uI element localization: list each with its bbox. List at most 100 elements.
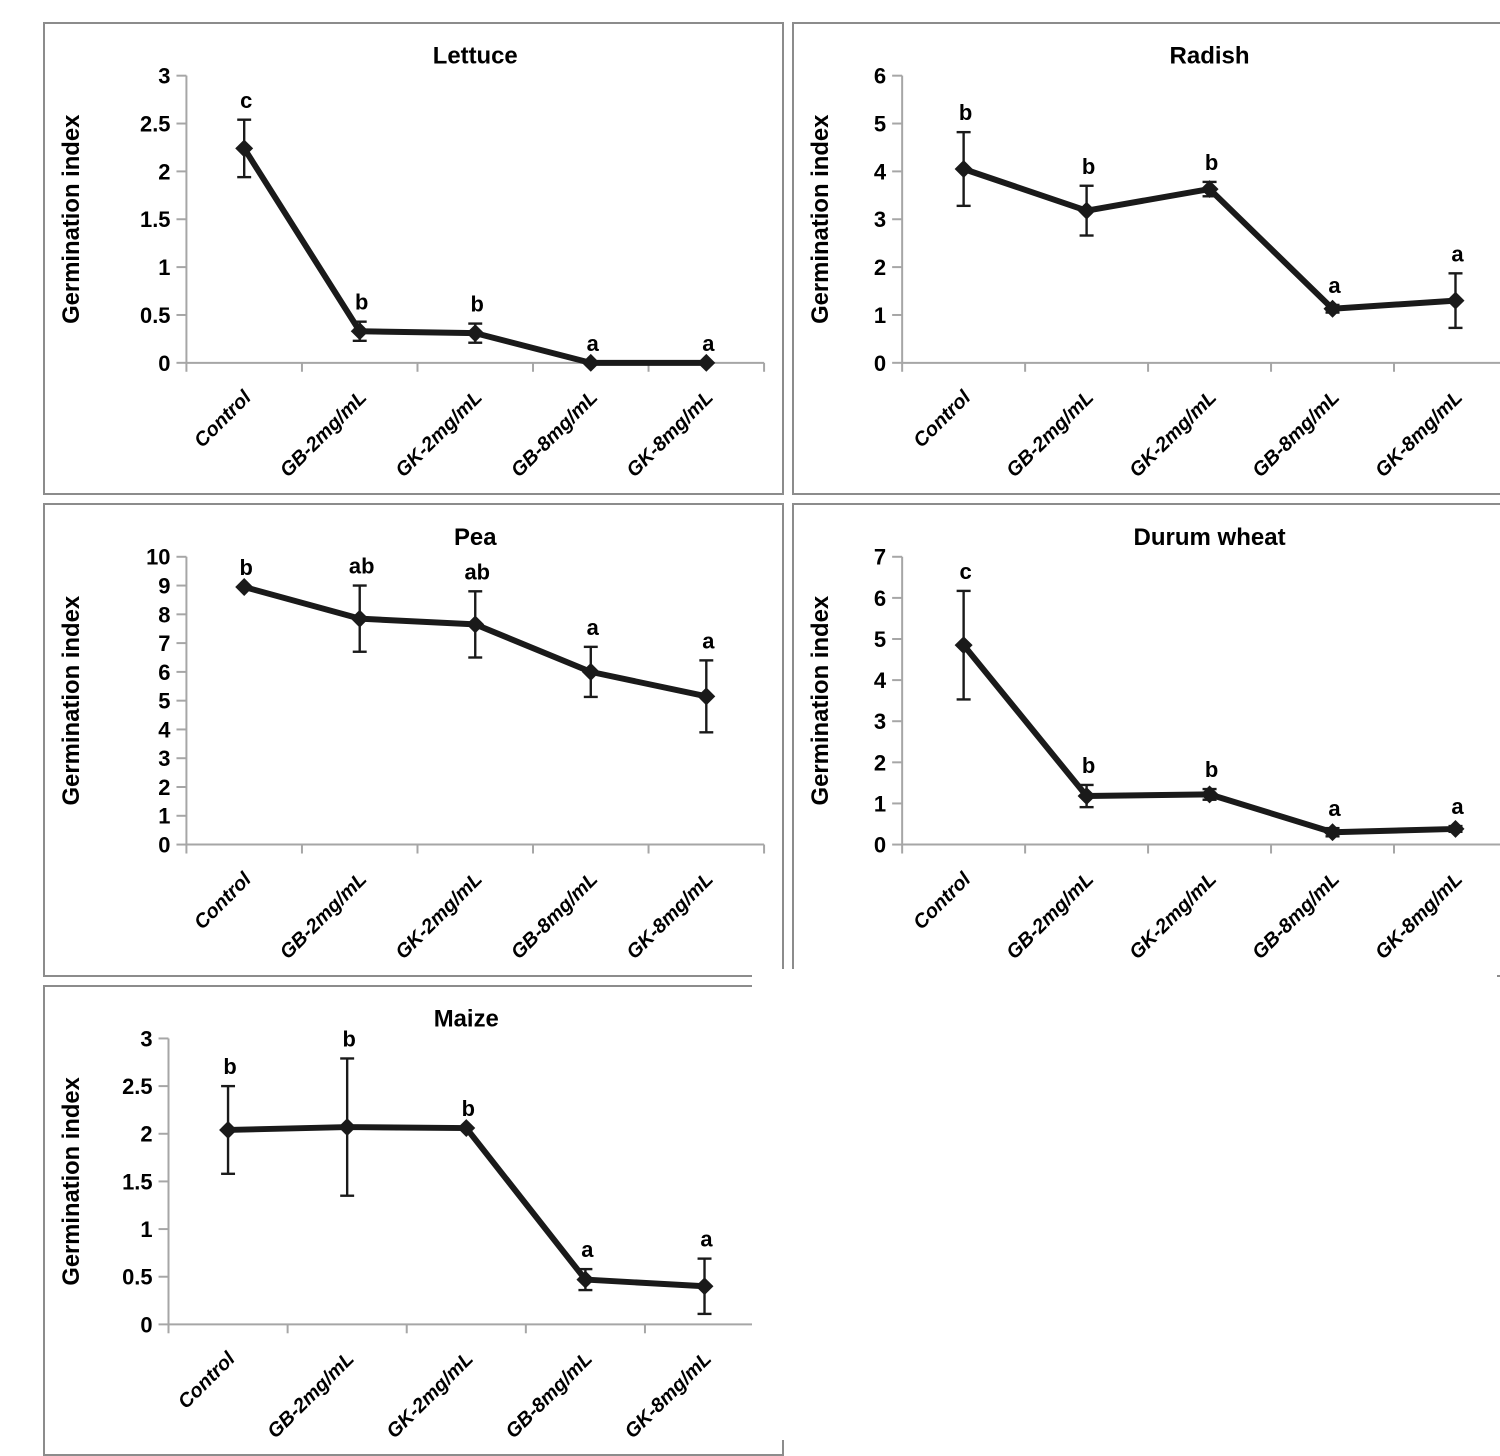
chart-panel-maize: Maize Germination index 0 0.5 1 1.5 2 2.5 3 Contr…: [43, 985, 784, 1456]
y-tick-label: 4: [158, 717, 171, 742]
y-tick-label: 2: [874, 255, 886, 280]
y-tick-label: 3: [874, 709, 886, 734]
y-tick-label: 1.5: [140, 207, 170, 232]
y-axis-label: Germination index: [58, 595, 85, 805]
x-category-label: GK-8mg/mL: [1371, 387, 1467, 482]
significance-letter: a: [1328, 273, 1341, 298]
y-tick-label: 3: [158, 746, 170, 771]
y-tick-label: 1: [158, 255, 170, 280]
y-tick-label: 3: [874, 207, 886, 232]
chart-svg: Lettuce Germination index 0 0.5 1 1.5 2 2.5 3 Con…: [58, 43, 766, 482]
chart-title: Durum wheat: [1133, 524, 1285, 551]
chart-panel-pea: Pea Germination index 0 1 2 3 4 5 6 7 8 9 10 Control G…: [43, 503, 784, 977]
y-tick-label: 9: [158, 574, 170, 599]
data-point-marker: [350, 322, 369, 341]
x-category-label: GK-8mg/mL: [621, 1348, 716, 1443]
data-point-marker: [954, 160, 973, 178]
y-tick-label: 4: [874, 668, 887, 693]
y-axis-label: Germination index: [58, 114, 85, 324]
data-point-marker: [1446, 291, 1465, 310]
y-tick-label: 2.5: [140, 112, 170, 137]
x-category-label: Control: [190, 868, 256, 934]
x-category-label: GK-8mg/mL: [622, 387, 717, 482]
x-category-label: GK-2mg/mL: [1125, 868, 1221, 963]
data-point-marker: [338, 1118, 357, 1136]
data-point-marker: [350, 609, 369, 628]
chart-title: Radish: [1170, 43, 1250, 70]
x-category-label: GK-8mg/mL: [1371, 868, 1467, 963]
chart-panel-durum-wheat: Durum wheat Germination index 0 1 2 3 4 5 6 7 Cont…: [792, 503, 1500, 977]
y-tick-label: 1: [874, 791, 886, 816]
chart-panel-radish: Radish Germination index 0 1 2 3 4 5 6 Control GB-…: [792, 22, 1500, 495]
y-tick-label: 0: [140, 1312, 152, 1337]
data-point-marker: [1200, 180, 1219, 199]
data-point-marker: [219, 1121, 238, 1139]
y-tick-label: 10: [146, 545, 170, 570]
significance-letter: b: [959, 100, 972, 125]
chart-svg: Durum wheat Germination index 0 1 2 3 4 5 6 7 Cont…: [807, 524, 1500, 964]
significance-letter: a: [700, 1227, 713, 1252]
x-category-label: GK-2mg/mL: [382, 1348, 477, 1443]
significance-letter: b: [1205, 757, 1218, 782]
y-tick-label: 7: [158, 631, 170, 656]
y-tick-label: 6: [874, 64, 886, 89]
y-tick-label: 6: [874, 586, 886, 611]
significance-letter: a: [587, 331, 600, 356]
y-tick-label: 1.5: [122, 1169, 152, 1194]
y-tick-label: 8: [158, 602, 170, 627]
chart-svg: Pea Germination index 0 1 2 3 4 5 6 7 8 9 10 Control G…: [58, 524, 766, 964]
chart-panel-lettuce: Lettuce Germination index 0 0.5 1 1.5 2 2.5 3 Con…: [43, 22, 784, 495]
y-tick-label: 3: [140, 1026, 152, 1051]
significance-letter: b: [355, 290, 368, 315]
y-tick-label: 7: [874, 545, 886, 570]
data-point-marker: [697, 687, 716, 706]
y-tick-label: 2: [140, 1122, 152, 1147]
significance-letter: b: [1205, 150, 1218, 175]
significance-letter: a: [1451, 241, 1464, 266]
y-tick-label: 1: [140, 1217, 152, 1242]
chart-title: Lettuce: [433, 43, 518, 70]
significance-letter: b: [471, 292, 484, 317]
x-category-label: GB-8mg/mL: [502, 1348, 597, 1443]
y-tick-label: 0: [874, 833, 886, 858]
significance-letter: c: [240, 88, 252, 113]
x-category-label: GK-2mg/mL: [391, 868, 486, 963]
significance-letter: a: [587, 615, 600, 640]
y-axis-label: Germination index: [58, 1076, 85, 1285]
x-category-label: GB-8mg/mL: [1248, 868, 1344, 963]
empty-grid-cell: [752, 969, 1497, 1440]
chart-title: Maize: [434, 1006, 499, 1033]
data-point-marker: [1200, 785, 1219, 804]
chart-svg: Maize Germination index 0 0.5 1 1.5 2 2.5 3 Contr…: [58, 1006, 766, 1443]
data-point-marker: [695, 1277, 714, 1296]
data-point-marker: [466, 615, 485, 634]
significance-letter: c: [960, 559, 972, 584]
y-tick-label: 1: [874, 303, 886, 328]
y-tick-label: 2.5: [122, 1074, 152, 1099]
y-tick-label: 0: [158, 833, 170, 858]
x-category-label: GB-2mg/mL: [1002, 387, 1098, 482]
x-category-label: Control: [909, 386, 975, 452]
y-tick-label: 2: [874, 750, 886, 775]
significance-letter: b: [342, 1027, 355, 1052]
y-tick-label: 3: [158, 64, 170, 89]
x-category-label: GK-8mg/mL: [622, 868, 717, 963]
data-point-marker: [697, 353, 716, 372]
x-category-label: GK-2mg/mL: [1125, 387, 1221, 482]
y-tick-label: 0: [874, 351, 886, 376]
series-line: [225, 1124, 708, 1290]
x-category-label: GB-2mg/mL: [276, 868, 371, 963]
y-tick-label: 2: [158, 159, 170, 184]
y-tick-label: 0.5: [140, 303, 170, 328]
data-point-marker: [581, 662, 600, 681]
x-category-label: Control: [909, 868, 975, 934]
y-tick-label: 5: [874, 627, 886, 652]
significance-letter: a: [1451, 794, 1464, 819]
series-line: [960, 642, 1459, 836]
x-category-label: GK-2mg/mL: [391, 387, 486, 482]
data-point-marker: [1077, 787, 1096, 806]
data-point-marker: [235, 578, 254, 596]
significance-letter: a: [1328, 796, 1341, 821]
x-category-label: GB-2mg/mL: [1002, 868, 1098, 963]
